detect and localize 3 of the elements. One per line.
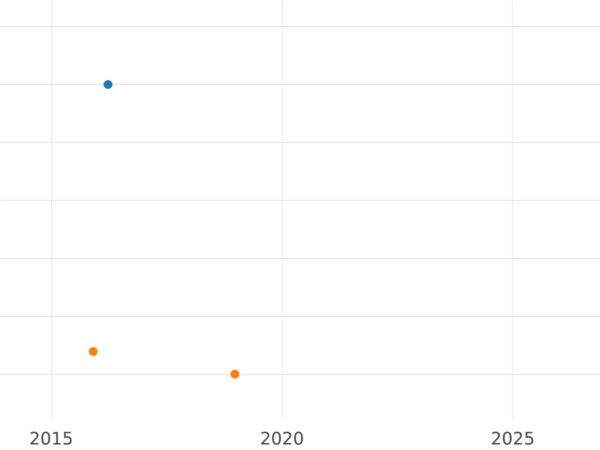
x-tick-label: 2015 (29, 430, 74, 450)
x-tick-label: 2025 (490, 430, 535, 450)
x-tick-label: 2020 (260, 430, 304, 450)
